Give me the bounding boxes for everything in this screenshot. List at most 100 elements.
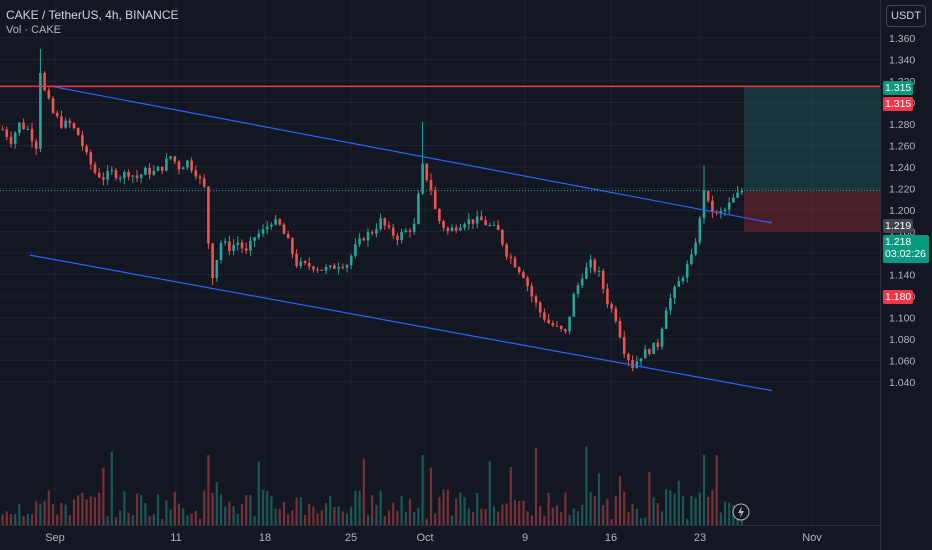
volume-bar <box>215 482 218 525</box>
candle-body <box>564 328 567 332</box>
candle-body <box>475 216 479 224</box>
candle-body <box>467 219 471 225</box>
candle-body <box>622 337 626 355</box>
volume-bar <box>190 513 193 525</box>
volume-bar <box>39 503 42 525</box>
volume-bar <box>198 518 202 525</box>
volume-bar <box>123 491 126 525</box>
volume-bar <box>110 451 113 525</box>
candle-body <box>97 172 101 178</box>
volume-bar <box>408 498 412 525</box>
candle-body <box>690 254 693 265</box>
volume-bar <box>211 492 214 525</box>
volume-bar <box>736 516 739 525</box>
volume-bar <box>89 496 92 525</box>
volume-bar <box>119 510 122 525</box>
candle-body <box>723 209 727 211</box>
candle-body <box>207 186 210 244</box>
volume-bar <box>534 447 538 525</box>
candle-body <box>72 123 76 129</box>
candle-body <box>530 286 534 297</box>
candle-body <box>169 156 172 159</box>
candle-body <box>669 298 672 311</box>
volume-bar <box>81 492 84 525</box>
volume-bar <box>471 512 475 525</box>
candle-body <box>9 136 13 144</box>
candle-body <box>509 256 513 259</box>
y-tick-label: 1.060 <box>889 356 915 368</box>
candle-body <box>606 288 609 305</box>
y-tick-label: 1.040 <box>889 377 915 389</box>
volume-bar <box>341 511 344 525</box>
volume-bar <box>371 495 374 525</box>
volume-bar <box>354 490 357 525</box>
y-tick-label: 1.140 <box>889 270 915 282</box>
volume-bar <box>358 491 361 525</box>
volume-bar <box>18 504 21 525</box>
volume-bar <box>627 512 630 525</box>
candle-body <box>43 72 46 91</box>
volume-bar <box>186 515 189 525</box>
y-tick-label: 1.360 <box>889 33 915 45</box>
candle-body <box>228 241 231 251</box>
candle-body <box>190 160 193 171</box>
volume-bar <box>434 513 437 525</box>
volume-bar <box>161 518 164 525</box>
volume-bar <box>581 504 584 525</box>
candle-body <box>400 232 403 241</box>
volume-bar <box>148 516 151 525</box>
volume-bar <box>635 508 638 525</box>
volume-bar <box>320 510 323 525</box>
volume-bar <box>400 495 403 525</box>
lightning-glyph <box>738 506 744 518</box>
candle-body <box>471 219 475 224</box>
currency-button[interactable]: USDT <box>886 5 926 27</box>
candle-body <box>156 166 160 171</box>
volume-bar <box>644 517 647 525</box>
candle-body <box>358 238 361 245</box>
candle-body <box>211 243 214 279</box>
candle-body <box>295 253 298 267</box>
volume-bar <box>219 494 223 525</box>
candle-body <box>47 90 51 99</box>
candle-body <box>484 220 487 226</box>
candle-body <box>396 235 399 241</box>
y-tick-label: 1.240 <box>889 162 915 174</box>
candle-body <box>345 265 349 268</box>
volume-bar <box>106 516 109 525</box>
volume-bar <box>257 461 260 525</box>
volume-bar <box>47 490 50 525</box>
volume-bar <box>77 495 80 525</box>
candle-body <box>463 224 466 228</box>
volume-bar <box>182 508 185 525</box>
volume-bar <box>702 455 706 525</box>
volume-bar <box>711 490 714 525</box>
volume-bar <box>463 497 466 525</box>
x-tick-label: Nov <box>802 532 822 544</box>
volume-bar <box>476 492 479 525</box>
volume-bar <box>677 480 680 525</box>
candle-body <box>740 190 744 193</box>
candle-body <box>568 316 571 332</box>
candle-body <box>312 266 315 270</box>
candle-body <box>387 225 391 228</box>
volume-bar <box>715 455 718 525</box>
candle-body <box>366 232 370 241</box>
candle-body <box>349 255 353 266</box>
candle-body <box>492 224 496 226</box>
high-price-tag: 1.219 <box>883 219 913 233</box>
candle-body <box>13 132 17 144</box>
candle-body <box>517 267 521 273</box>
volume-bar <box>438 497 441 525</box>
candle-body <box>55 112 59 117</box>
candle-body <box>60 116 63 128</box>
volume-bar <box>530 515 533 525</box>
candle-body <box>223 241 227 243</box>
candle-body <box>85 146 88 153</box>
y-tick-label: 1.260 <box>889 141 915 153</box>
volume-bar <box>694 498 697 525</box>
volume-bar <box>375 504 378 525</box>
candle-body <box>253 237 256 241</box>
candle-body <box>656 342 660 347</box>
